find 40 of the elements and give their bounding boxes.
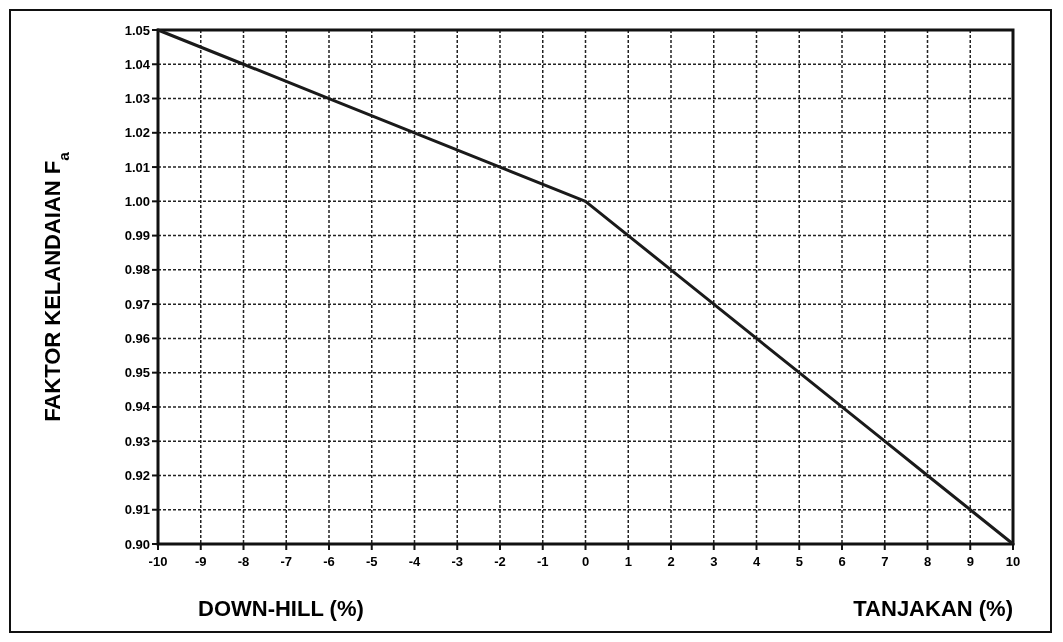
- y-tick-label: 0.94: [124, 399, 151, 415]
- y-tick-label: 1.03: [124, 91, 150, 107]
- x-tick-label: 3: [710, 554, 718, 569]
- y-tick-label: 0.96: [124, 330, 150, 346]
- y-tick-label: 0.92: [124, 468, 150, 484]
- y-tick-label: 0.95: [124, 365, 150, 381]
- x-tick-label: 1: [624, 554, 632, 569]
- x-tick-label: -1: [536, 554, 549, 569]
- x-tick-label: 6: [838, 554, 846, 569]
- x-tick-label: -4: [408, 554, 422, 569]
- x-tick-label: 0: [581, 554, 590, 569]
- x-axis-title: DOWN-HILL (%): [198, 596, 364, 621]
- x-tick-label: -9: [194, 554, 207, 569]
- text: TANJAKAN (%): [853, 596, 1013, 621]
- x-tick-label: 7: [881, 554, 889, 569]
- y-tick-label: 1.05: [124, 22, 150, 38]
- y-tick-label: 0.98: [124, 262, 150, 278]
- x-tick-label: 4: [752, 554, 761, 569]
- x-tick-label: 10: [1005, 554, 1021, 569]
- x-tick-label: -5: [365, 554, 378, 569]
- x-tick-label: -10: [148, 554, 168, 569]
- x-tick-label: -2: [494, 554, 506, 569]
- y-tick-label: 1.04: [124, 56, 151, 72]
- y-tick-label: 0.99: [124, 228, 150, 244]
- x-tick-label: -6: [323, 554, 335, 569]
- x-tick-label: 9: [966, 554, 974, 569]
- y-tick-label: 1.01: [124, 159, 150, 175]
- x-tick-label: -3: [451, 554, 464, 569]
- y-tick-label: 0.93: [124, 433, 150, 449]
- line-series: [156, 28, 1015, 546]
- x-tick-label: 2: [667, 554, 675, 569]
- y-tick-label: 1.02: [124, 125, 150, 141]
- y-tick-label: 0.90: [124, 536, 150, 552]
- x-tick-label: -7: [280, 554, 293, 569]
- x-tick-label: -8: [237, 554, 250, 569]
- y-tick-label: 0.97: [124, 296, 150, 312]
- y-tick-label: 0.91: [124, 502, 150, 518]
- x-tick-label: 8: [923, 554, 932, 569]
- x-tick-label: 5: [795, 554, 803, 569]
- y-tick-label: 1.00: [124, 193, 150, 209]
